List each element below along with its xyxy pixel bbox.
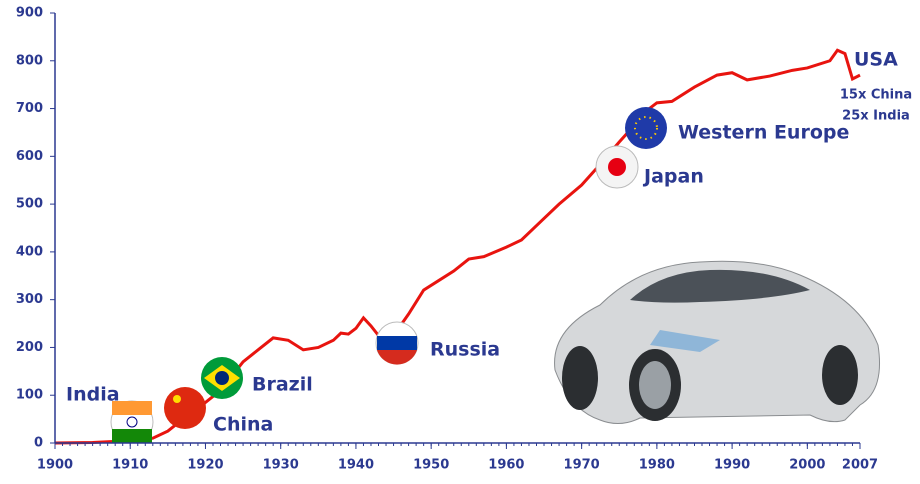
- x-tick-label: 1900: [37, 458, 73, 473]
- x-tick-label: 1960: [488, 458, 524, 473]
- y-tick-label: 900: [16, 6, 43, 21]
- annotation: 25x India: [842, 109, 910, 124]
- x-tick-label: 1910: [112, 458, 148, 473]
- annotation: Japan: [642, 166, 704, 188]
- annotation: Brazil: [252, 374, 313, 396]
- car-image: [555, 261, 880, 423]
- annotation: 15x China: [840, 88, 912, 103]
- x-tick-label: 2007: [842, 458, 878, 473]
- y-tick-label: 100: [16, 388, 43, 403]
- flag-china: [164, 387, 206, 429]
- x-tick-label: 1920: [187, 458, 223, 473]
- y-tick-label: 200: [16, 340, 43, 355]
- x-tick-label: 1970: [564, 458, 600, 473]
- series-label: USA: [854, 49, 898, 71]
- y-tick-label: 600: [16, 149, 43, 164]
- y-tick-label: 800: [16, 53, 43, 68]
- x-tick-label: 1990: [714, 458, 750, 473]
- flag-eu: [625, 107, 667, 149]
- annotation: Western Europe: [678, 122, 849, 144]
- y-tick-label: 500: [16, 197, 43, 212]
- annotation: Russia: [430, 339, 500, 361]
- y-tick-label: 400: [16, 244, 43, 259]
- y-tick-label: 0: [34, 436, 43, 451]
- x-tick-label: 1980: [639, 458, 675, 473]
- x-tick-label: 2000: [789, 458, 825, 473]
- annotation: India: [66, 384, 120, 406]
- chart: 0 100 200 300 400 500 600 700 800 900 1900 1910 1920…: [0, 0, 920, 480]
- flag-india: [112, 429, 152, 443]
- x-tick-label: 1930: [263, 458, 299, 473]
- y-tick-label: 300: [16, 292, 43, 307]
- annotation: China: [213, 414, 273, 436]
- y-tick-label: 700: [16, 101, 43, 116]
- x-tick-label: 1940: [338, 458, 374, 473]
- x-tick-label: 1950: [413, 458, 449, 473]
